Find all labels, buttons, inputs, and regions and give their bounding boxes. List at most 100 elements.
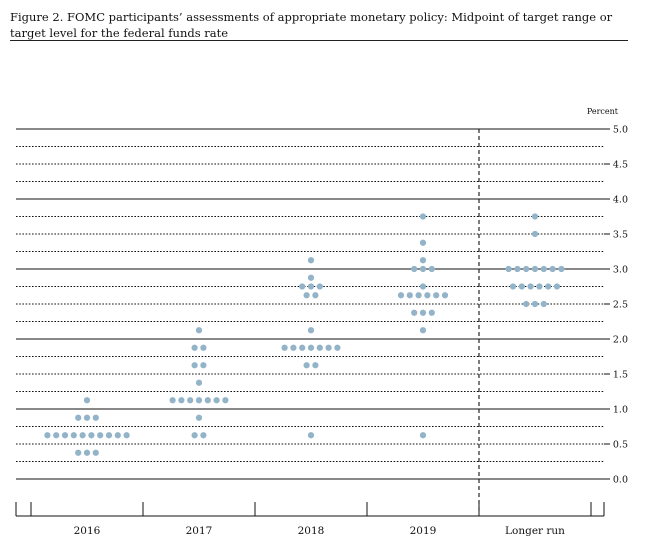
participant-dot	[92, 414, 99, 421]
y-tick-label: 0.5	[613, 440, 628, 451]
y-tick-label: 4.0	[613, 195, 628, 206]
x-category-label: 2019	[410, 525, 437, 537]
participant-dot	[191, 432, 198, 439]
participant-dot	[88, 432, 95, 439]
participant-dot	[195, 327, 203, 334]
participant-dot	[70, 432, 77, 439]
participant-dot	[531, 300, 539, 308]
x-category-label: 2016	[74, 525, 101, 537]
participant-dot	[523, 265, 530, 273]
y-tick-label: 1.0	[613, 405, 628, 416]
participant-dot	[195, 414, 203, 421]
x-category-label: Longer run	[505, 525, 565, 537]
participant-dot	[424, 292, 431, 299]
participant-dot	[419, 309, 427, 316]
participant-dot	[79, 432, 86, 439]
participant-dot	[178, 397, 185, 404]
participant-dot	[509, 283, 517, 290]
participant-dot	[549, 265, 556, 273]
y-tick-label: 2.5	[613, 300, 628, 311]
participant-dot	[61, 432, 69, 439]
participant-dot	[428, 309, 435, 316]
participant-dot	[441, 292, 449, 299]
participant-dot	[204, 397, 211, 404]
y-tick-label: 0.0	[613, 475, 628, 486]
participant-dot	[307, 432, 315, 439]
y-tick-label: 3.5	[613, 230, 628, 241]
y-tick-label: 1.5	[613, 370, 628, 381]
participant-dot	[97, 432, 104, 439]
figure-caption: Figure 2. FOMC participants’ assessments…	[10, 10, 613, 40]
y-tick-label: 5.0	[613, 125, 628, 136]
participant-dot	[299, 344, 306, 351]
participant-dot	[105, 432, 113, 439]
participant-dot	[191, 362, 198, 369]
participant-dot	[419, 283, 427, 290]
participant-dot	[325, 344, 332, 351]
participant-dot	[114, 432, 121, 439]
participant-dot	[303, 362, 310, 369]
participant-dot	[169, 397, 176, 404]
participant-dot	[419, 265, 427, 273]
participant-dot	[312, 292, 319, 299]
participant-dot	[419, 257, 427, 264]
y-axis-ticks: 5.0 4.5 4.0 3.5 3.0 2.5 2.0 1.5 1.0 0.5 0.0	[604, 125, 628, 486]
participant-dot	[415, 292, 422, 299]
participant-dot	[307, 327, 315, 334]
participant-dot	[83, 397, 91, 404]
participant-dot	[213, 397, 220, 404]
participant-dot	[428, 265, 435, 273]
participant-dot	[334, 344, 341, 351]
participant-dot	[290, 344, 297, 351]
participant-dot	[312, 362, 319, 369]
participant-dot	[545, 283, 552, 290]
participant-dot	[316, 283, 323, 290]
participant-dot	[531, 213, 539, 220]
participant-dot	[200, 362, 207, 369]
participant-dot	[316, 344, 323, 351]
x-axis: 2016 2017 2018 2019 Longer run	[15, 129, 605, 537]
participant-dot	[411, 265, 418, 273]
participant-dot	[307, 344, 315, 351]
dots	[44, 213, 565, 456]
participant-dot	[92, 449, 99, 456]
y-unit-label: Percent	[587, 107, 619, 116]
participant-dot	[505, 265, 512, 273]
participant-dot	[53, 432, 60, 439]
x-category-label: 2018	[298, 525, 325, 537]
participant-dot	[303, 292, 310, 299]
participant-dot	[307, 257, 315, 264]
participant-dot	[536, 283, 543, 290]
participant-dot	[514, 265, 521, 273]
participant-dot	[406, 292, 413, 299]
participant-dot	[540, 265, 547, 273]
y-tick-label: 2.0	[613, 335, 628, 346]
y-tick-label: 4.5	[613, 160, 628, 171]
participant-dot	[419, 432, 427, 439]
participant-dot	[281, 344, 288, 351]
y-tick-label: 3.0	[613, 265, 628, 276]
participant-dot	[553, 283, 561, 290]
participant-dot	[558, 265, 565, 273]
participant-dot	[419, 239, 427, 246]
participant-dot	[187, 397, 194, 404]
caption-rule	[10, 40, 628, 41]
participant-dot	[123, 432, 130, 439]
participant-dot	[527, 283, 534, 290]
x-category-label: 2017	[186, 525, 213, 537]
participant-dot	[195, 397, 203, 404]
participant-dot	[397, 292, 405, 299]
participant-dot	[299, 283, 306, 290]
participant-dot	[75, 449, 82, 456]
participant-dot	[195, 379, 203, 386]
participant-dot	[44, 432, 51, 439]
participant-dot	[75, 414, 82, 421]
participant-dot	[200, 432, 207, 439]
gridlines	[16, 128, 604, 480]
participant-dot	[411, 309, 418, 316]
participant-dot	[307, 274, 315, 281]
participant-dot	[83, 449, 91, 456]
participant-dot	[307, 283, 315, 290]
participant-dot	[83, 414, 91, 421]
